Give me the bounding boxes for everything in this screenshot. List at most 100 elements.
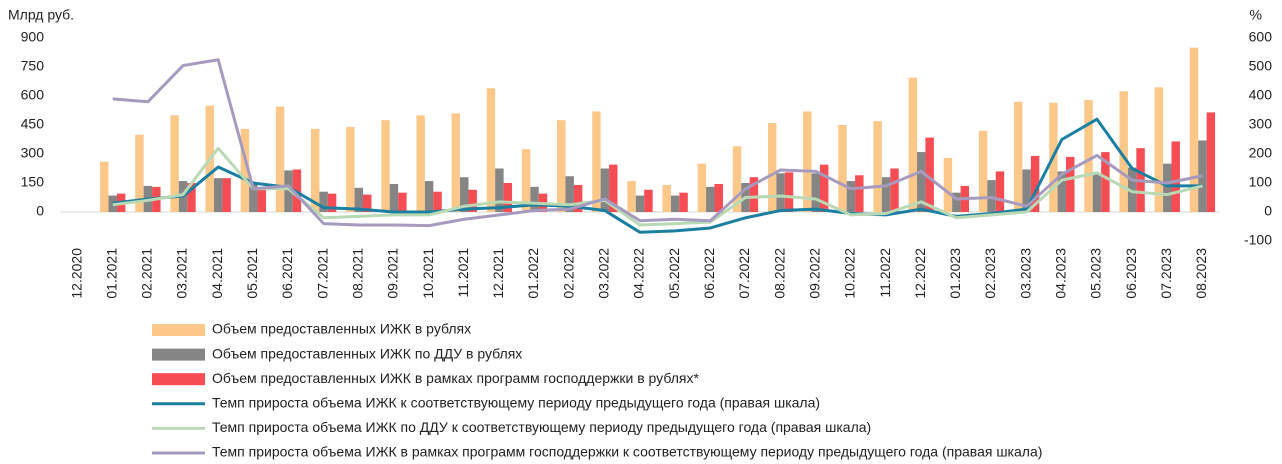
x-tick-label: 08.2021	[349, 248, 365, 299]
bar	[609, 164, 618, 212]
bar	[978, 130, 988, 212]
bar	[1206, 112, 1216, 212]
x-tick-label: 02.2021	[139, 248, 155, 299]
bar	[925, 137, 934, 212]
x-tick-label: 04.2022	[631, 248, 647, 299]
bar	[819, 164, 829, 212]
y2-tick-label: 500	[1249, 58, 1273, 74]
bar	[697, 163, 707, 212]
bar	[1163, 163, 1172, 212]
x-tick-label: 11.2021	[455, 248, 471, 298]
y2-tick-label: 0	[1264, 203, 1272, 219]
bar	[284, 170, 293, 212]
legend-label: Объем предоставленных ИЖК в рублях	[212, 321, 471, 337]
x-tick-label: 10.2021	[420, 248, 436, 299]
bar	[257, 188, 266, 212]
bar	[679, 192, 688, 212]
bar	[706, 186, 715, 212]
bar	[995, 171, 1005, 212]
bar	[275, 106, 285, 212]
x-tick-label: 06.2021	[279, 248, 295, 299]
bar	[1057, 171, 1067, 212]
bar	[346, 126, 355, 212]
x-tick-label: 06.2023	[1123, 248, 1139, 299]
x-tick-label: 05.2021	[244, 248, 260, 299]
legend-label: Темп прироста объема ИЖК в рамках програ…	[212, 444, 1042, 460]
bar	[486, 88, 496, 212]
bar	[1119, 91, 1128, 212]
x-tick-label: 04.2021	[209, 248, 225, 299]
bar	[732, 146, 742, 212]
bar	[627, 181, 636, 212]
bar	[451, 113, 461, 212]
bar	[890, 168, 899, 212]
bar	[468, 189, 477, 212]
x-tick-label: 10.2022	[842, 248, 858, 299]
bar	[846, 181, 856, 212]
bar	[1022, 169, 1031, 212]
x-tick-label: 08.2022	[771, 248, 787, 299]
bar	[495, 168, 504, 212]
y2-tick-label: 600	[1249, 29, 1273, 45]
x-tick-label: 11.2022	[877, 248, 893, 298]
x-tick-label: 12.2020	[68, 248, 84, 299]
x-tick-label: 02.2023	[982, 248, 998, 299]
bar	[521, 149, 531, 212]
bar	[592, 111, 601, 212]
bar	[1127, 167, 1137, 212]
bar	[319, 191, 328, 212]
bar	[784, 172, 794, 212]
bar	[310, 128, 320, 212]
legend-label: Темп прироста объема ИЖК к соответствующ…	[212, 395, 820, 411]
bar	[644, 189, 653, 212]
y2-tick-label: 400	[1249, 87, 1273, 103]
x-tick-label: 09.2021	[385, 248, 401, 299]
x-tick-label: 02.2022	[560, 248, 576, 299]
bar	[714, 183, 723, 212]
y2-tick-label: 300	[1249, 116, 1273, 132]
y2-axis-label: %	[1250, 7, 1262, 23]
x-tick-label: 09.2022	[806, 248, 822, 299]
bar	[363, 194, 372, 212]
bar	[1030, 155, 1040, 212]
bar	[460, 177, 469, 212]
y-tick-label: 450	[21, 116, 45, 132]
y-tick-label: 900	[21, 29, 45, 45]
y-tick-label: 300	[21, 145, 45, 161]
bar	[565, 176, 574, 212]
bar	[916, 152, 926, 212]
bar	[381, 120, 390, 212]
line	[112, 58, 1203, 228]
bar	[600, 168, 610, 212]
bar	[952, 192, 961, 212]
x-tick-label: 03.2021	[174, 248, 190, 299]
legend-label: Темп прироста объема ИЖК по ДДУ к соотве…	[212, 419, 871, 435]
y2-tick-label: 200	[1249, 145, 1273, 161]
x-tick-label: 07.2022	[736, 248, 752, 299]
x-tick-label: 07.2021	[314, 248, 330, 299]
x-tick-label: 07.2023	[1158, 248, 1174, 299]
x-tick-label: 03.2023	[1017, 248, 1033, 299]
bar	[1101, 152, 1110, 212]
bar	[573, 184, 583, 212]
bar	[855, 175, 864, 212]
bar	[838, 125, 847, 212]
bar	[100, 161, 109, 212]
bar	[908, 77, 917, 212]
legend-swatch	[152, 324, 205, 336]
legend-label: Объем предоставленных ИЖК в рамках прогр…	[212, 370, 699, 386]
bar	[1066, 156, 1075, 212]
bar	[530, 186, 539, 212]
x-tick-label: 04.2023	[1053, 248, 1069, 299]
bar	[249, 183, 258, 212]
x-tick-label: 01.2023	[947, 248, 963, 299]
y-tick-label: 150	[21, 174, 45, 190]
legend-swatch	[152, 348, 205, 361]
bar	[170, 115, 179, 212]
bar	[433, 191, 442, 212]
x-tick-label: 03.2022	[596, 248, 612, 299]
bar	[416, 115, 425, 212]
bar	[240, 128, 250, 212]
x-tick-label: 06.2022	[701, 248, 717, 299]
